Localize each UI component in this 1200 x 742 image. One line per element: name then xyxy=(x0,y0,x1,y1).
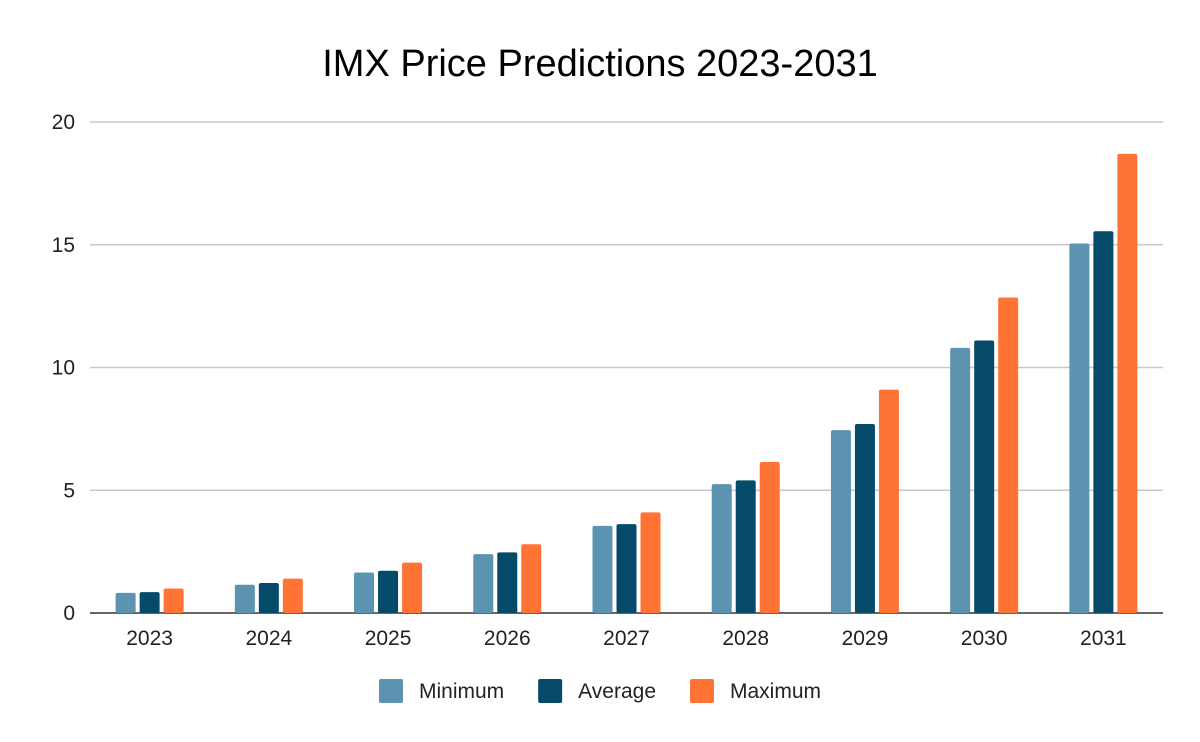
bar-minimum-2026 xyxy=(473,554,494,613)
bar-maximum-2027 xyxy=(640,512,661,613)
bar-minimum-2027 xyxy=(592,525,613,613)
x-tick-label: 2030 xyxy=(961,627,1008,650)
bar-minimum-2030 xyxy=(950,347,971,613)
legend-item-minimum: Minimum xyxy=(378,679,504,703)
bar-minimum-2025 xyxy=(354,572,375,613)
bar-minimum-2024 xyxy=(234,584,255,613)
x-tick-label: 2031 xyxy=(1080,627,1127,650)
legend-swatch xyxy=(538,679,563,703)
bar-average-2023 xyxy=(139,592,160,613)
bar-average-2030 xyxy=(974,340,995,613)
bar-average-2024 xyxy=(258,583,279,613)
y-tick-label: 15 xyxy=(52,234,75,257)
bar-maximum-2024 xyxy=(282,578,303,613)
legend-swatch xyxy=(690,679,715,703)
bar-maximum-2023 xyxy=(163,588,184,613)
bar-maximum-2030 xyxy=(998,297,1019,613)
x-tick-label: 2026 xyxy=(484,627,531,650)
bar-maximum-2025 xyxy=(402,562,423,613)
legend-item-average: Average xyxy=(538,679,656,703)
bar-minimum-2028 xyxy=(711,484,732,613)
y-tick-label: 0 xyxy=(63,602,75,625)
x-tick-label: 2023 xyxy=(126,627,173,650)
bar-maximum-2026 xyxy=(521,544,542,613)
legend-swatch xyxy=(378,679,403,703)
bar-average-2026 xyxy=(497,552,518,613)
bars xyxy=(115,153,1138,614)
bar-minimum-2031 xyxy=(1069,243,1090,613)
bar-average-2027 xyxy=(616,524,637,613)
y-axis: 0 5 10 15 20 xyxy=(52,111,75,625)
legend: Minimum Average Maximum xyxy=(378,679,821,703)
bar-average-2028 xyxy=(735,480,756,613)
bar-minimum-2023 xyxy=(115,592,136,613)
y-tick-label: 5 xyxy=(63,479,75,502)
bar-minimum-2029 xyxy=(830,430,851,613)
x-tick-label: 2027 xyxy=(603,627,650,650)
x-tick-label: 2028 xyxy=(722,627,769,650)
bar-average-2029 xyxy=(854,423,875,613)
bar-maximum-2031 xyxy=(1117,153,1138,614)
y-tick-label: 20 xyxy=(52,111,75,134)
chart-title: IMX Price Predictions 2023-2031 xyxy=(322,43,878,85)
bar-maximum-2029 xyxy=(878,389,899,613)
x-tick-label: 2029 xyxy=(842,627,889,650)
x-tick-label: 2025 xyxy=(365,627,412,650)
legend-item-maximum: Maximum xyxy=(690,679,821,703)
legend-label: Minimum xyxy=(419,680,504,703)
x-tick-label: 2024 xyxy=(245,627,292,650)
legend-label: Maximum xyxy=(730,680,821,703)
y-tick-label: 10 xyxy=(52,357,75,380)
x-axis: 2023 2024 2025 2026 2027 2028 2029 2030 2031 xyxy=(126,627,1126,650)
legend-label: Average xyxy=(578,680,656,703)
bar-average-2025 xyxy=(378,570,399,613)
bar-average-2031 xyxy=(1093,231,1114,613)
bar-maximum-2028 xyxy=(759,462,780,613)
